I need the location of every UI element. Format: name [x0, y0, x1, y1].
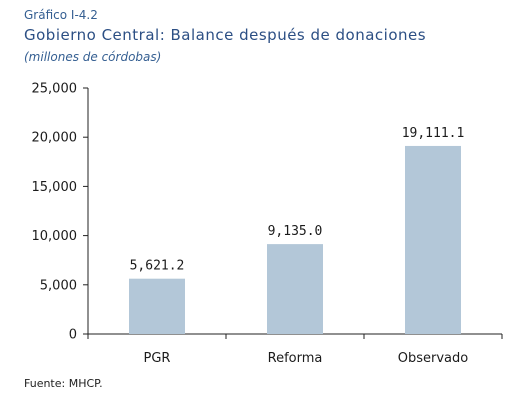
y-tick-label-5: 25,000 [32, 82, 78, 97]
category-label-observado: Observado [398, 351, 469, 366]
chart-units: (millones de córdobas) [24, 50, 162, 64]
bar-reforma [267, 244, 323, 334]
bar-observado [405, 145, 461, 334]
chart-number: Gráfico I-4.2 [24, 8, 98, 22]
y-tick-label-1: 5,000 [40, 278, 77, 293]
y-tick-label-3: 15,000 [32, 180, 78, 195]
data-label-observado: 19,111.1 [402, 126, 465, 141]
data-label-pgr: 5,621.2 [130, 259, 185, 274]
category-label-reforma: Reforma [268, 351, 323, 366]
data-label-reforma: 9,135.0 [268, 224, 323, 239]
category-label-pgr: PGR [144, 351, 171, 366]
y-tick-label-0: 0 [69, 328, 77, 343]
bar-pgr [129, 278, 185, 334]
y-tick-label-2: 10,000 [32, 229, 78, 244]
source-note: Fuente: MHCP. [24, 377, 103, 390]
y-tick-label-4: 20,000 [32, 131, 78, 146]
chart-header: Gráfico I-4.2 Gobierno Central: Balance … [24, 8, 494, 65]
chart-title: Gobierno Central: Balance después de don… [24, 26, 427, 44]
